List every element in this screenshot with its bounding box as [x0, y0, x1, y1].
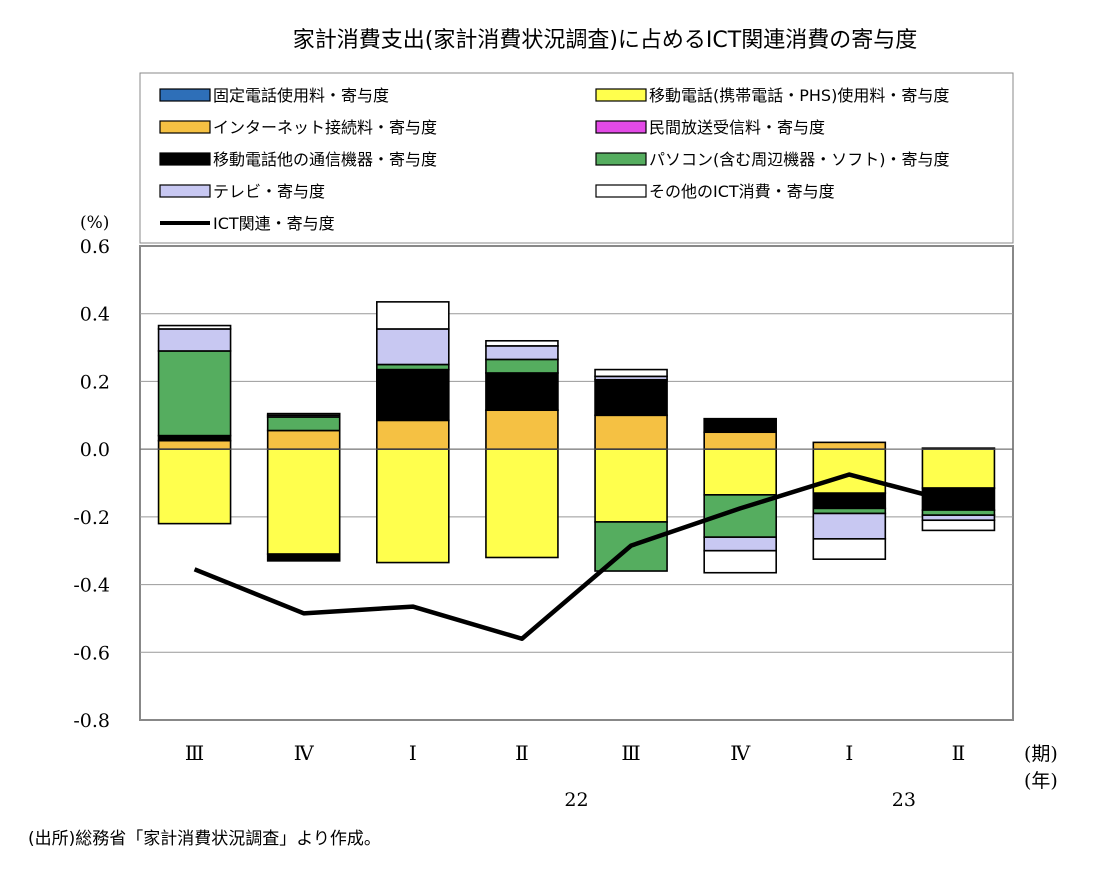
x-tick-label: Ⅰ [409, 741, 417, 765]
bar-segment [157, 328, 232, 352]
axes: 0.6 0.4 0.2 0.0 -0.2 -0.4 -0.6 -0.8 (%) Ⅲ Ⅳ Ⅰ Ⅱ Ⅲ Ⅳ Ⅰ Ⅱ 2… [73, 213, 1057, 811]
bar-segment [594, 414, 668, 450]
legend-label: その他のICT消費・寄与度 [649, 182, 835, 201]
bar-segment [812, 441, 887, 450]
y-tick-label: 0.6 [80, 236, 110, 258]
bar-segment [921, 487, 996, 511]
x-tick-label: Ⅱ [952, 741, 966, 765]
legend-swatch [595, 88, 647, 102]
bar-segment [703, 431, 777, 450]
x-tick-label: Ⅱ [515, 741, 529, 765]
legend-label: 固定電話使用料・寄与度 [213, 86, 389, 105]
bar-segment [812, 512, 887, 540]
bar-segment [266, 416, 341, 432]
legend-label: テレビ・寄与度 [213, 182, 325, 201]
legend: 固定電話使用料・寄与度 移動電話(携帯電話・PHS)使用料・寄与度インターネット接… [139, 72, 1014, 244]
x-year-label: 22 [564, 789, 588, 811]
bar-segment [703, 536, 777, 552]
legend-label: 移動電話他の通信機器・寄与度 [213, 150, 437, 169]
legend-swatch [595, 152, 647, 166]
ict-total-line [193, 472, 960, 641]
bar-segment [376, 301, 450, 330]
bar-segment [157, 448, 232, 525]
x-axis-period-label: (期) [1024, 743, 1058, 765]
bar-segment [376, 448, 450, 564]
bar-segment [812, 538, 887, 560]
bar-segment [921, 448, 996, 489]
legend-swatch [159, 152, 211, 166]
x-year-label: 23 [892, 789, 916, 811]
bar-segment [376, 368, 450, 422]
bar-segment [812, 492, 887, 510]
bar-segment [266, 448, 341, 555]
legend-label: パソコン(含む周辺機器・ソフト)・寄与度 [649, 150, 950, 169]
bar-segment [594, 448, 668, 523]
legend-box [139, 72, 1014, 244]
source-note: (出所)総務省「家計消費状況調査」より作成。 [28, 829, 381, 849]
bar-segment [703, 549, 777, 574]
bar-segment [157, 350, 232, 437]
legend-swatch [595, 120, 647, 134]
y-tick-label: 0.0 [80, 439, 110, 461]
bar-segment [703, 448, 777, 496]
legend-swatch [159, 88, 211, 102]
legend-label: 民間放送受信料・寄与度 [649, 118, 825, 137]
bar-segment [376, 419, 450, 450]
x-tick-label: Ⅳ [730, 741, 751, 765]
y-tick-label: 0.4 [80, 304, 110, 326]
bar-segment [157, 439, 232, 450]
bar-segment [266, 412, 341, 417]
x-tick-label: Ⅳ [294, 741, 315, 765]
bar-segment [485, 448, 559, 559]
y-tick-label: -0.6 [73, 642, 110, 664]
y-tick-label: -0.2 [73, 507, 110, 529]
plot-area [139, 245, 1014, 721]
bar-segment [921, 519, 996, 532]
bar-segment [594, 368, 668, 378]
y-tick-label: -0.4 [73, 575, 110, 597]
bar-segment [157, 324, 232, 330]
bar-segment [485, 339, 559, 347]
bar-segment [703, 417, 777, 434]
x-tick-label: Ⅰ [845, 741, 853, 765]
legend-label: ICT関連・寄与度 [213, 214, 335, 233]
bar-segment [485, 345, 559, 361]
legend-swatch [159, 184, 211, 198]
x-tick-label: Ⅲ [185, 741, 204, 765]
bar-segment [376, 328, 450, 366]
legend-label: インターネット接続料・寄与度 [213, 118, 437, 137]
chart-title: 家計消費支出(家計消費状況調査)に占めるICT関連消費の寄与度 [292, 28, 918, 53]
y-tick-label: 0.2 [80, 371, 110, 393]
y-axis-label: (%) [80, 213, 109, 233]
bar-segment [266, 553, 341, 562]
legend-swatch [159, 120, 211, 134]
x-axis-year-label: (年) [1024, 770, 1058, 792]
bar-segment [594, 378, 668, 417]
bar-segment [485, 409, 559, 450]
legend-swatch [595, 184, 647, 198]
bar-segment [266, 429, 341, 450]
bar-segment [812, 448, 887, 494]
y-tick-label: -0.8 [73, 710, 110, 732]
bar-segment [485, 358, 559, 374]
legend-label: 移動電話(携帯電話・PHS)使用料・寄与度 [649, 86, 949, 105]
bar-segment [485, 372, 559, 412]
x-tick-label: Ⅲ [621, 741, 640, 765]
